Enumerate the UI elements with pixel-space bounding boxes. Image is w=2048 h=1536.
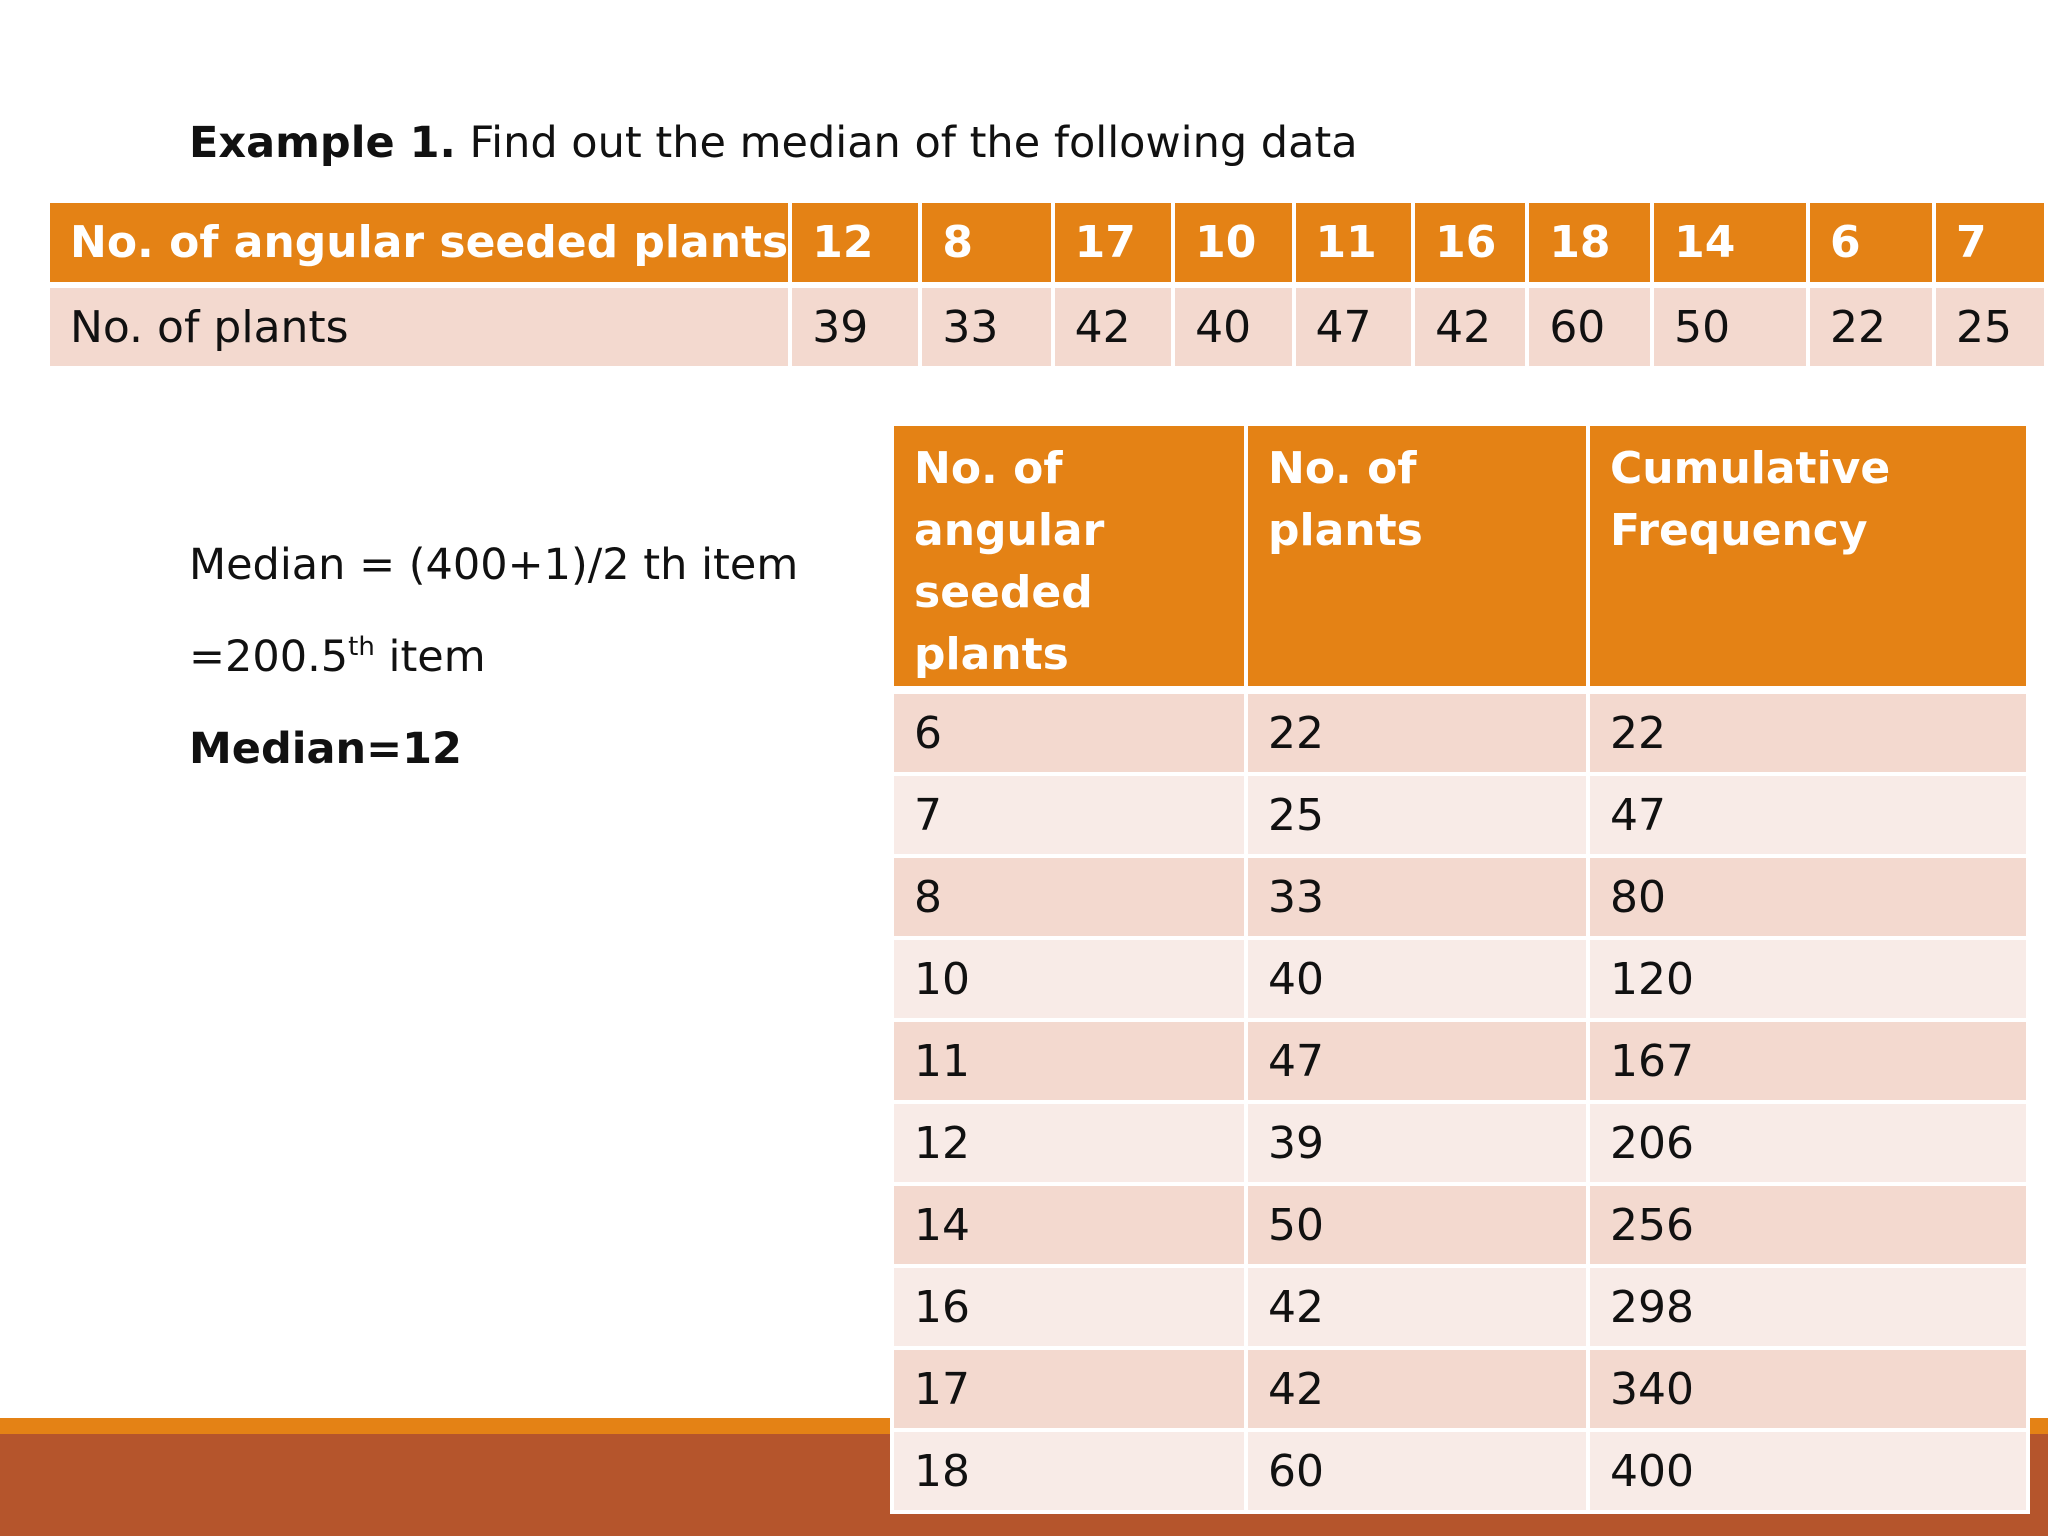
example-heading: Example 1. Find out the median of the fo…	[189, 118, 1358, 168]
table-row: 14 50 256	[894, 1186, 2026, 1264]
table-cell: 206	[1590, 1104, 2026, 1182]
table-cell: 17	[894, 1350, 1244, 1428]
table-row: 16 42 298	[894, 1268, 2026, 1346]
table-cell: 298	[1590, 1268, 2026, 1346]
table-cell: 400	[1590, 1432, 2026, 1510]
table-cell: 6	[1810, 203, 1933, 288]
table-cell: 22	[1590, 690, 2026, 772]
table-row: 12 39 206	[894, 1104, 2026, 1182]
column-header: Cumulative Frequency	[1590, 426, 2026, 686]
table-cell: 33	[1248, 858, 1586, 936]
table-row: 18 60 400	[894, 1432, 2026, 1510]
table-cell: 50	[1654, 288, 1807, 366]
table-cell: 42	[1248, 1350, 1586, 1428]
table-cell: 47	[1295, 288, 1412, 366]
table-cell: 11	[1295, 203, 1412, 288]
table-cell: 10	[894, 940, 1244, 1018]
raw-data-table: No. of angular seeded plants 12 8 17 10 …	[46, 203, 2048, 366]
column-header: No. of angular seeded plants	[894, 426, 1244, 686]
example-question: Find out the median of the following dat…	[455, 118, 1358, 168]
table-cell: 40	[1175, 288, 1292, 366]
table-cell: 60	[1248, 1432, 1586, 1510]
table-cell: 18	[894, 1432, 1244, 1510]
table-cell: 47	[1248, 1022, 1586, 1100]
table-cell: 42	[1415, 288, 1526, 366]
table-cell: 14	[894, 1186, 1244, 1264]
table-cell: 39	[1248, 1104, 1586, 1182]
table-row: 6 22 22	[894, 690, 2026, 772]
table-cell: 11	[894, 1022, 1244, 1100]
table-cell: 25	[1936, 288, 2044, 366]
median-position: =200.5th item	[189, 632, 486, 682]
table-cell: 60	[1529, 288, 1651, 366]
table-cell: 12	[792, 203, 919, 288]
table-cell: 39	[792, 288, 919, 366]
table-cell: 14	[1654, 203, 1807, 288]
table-cell: 42	[1054, 288, 1172, 366]
table-cell: 33	[922, 288, 1051, 366]
median-position-unit: item	[374, 632, 486, 682]
table-cell: 6	[894, 690, 1244, 772]
table-header-row: No. of angular seeded plants No. of plan…	[894, 426, 2026, 686]
table-cell: 80	[1590, 858, 2026, 936]
example-number: Example 1.	[189, 118, 456, 168]
table-cell: 256	[1590, 1186, 2026, 1264]
median-position-value: =200.5	[189, 632, 349, 682]
table-cell: 8	[922, 203, 1051, 288]
table-row: 8 33 80	[894, 858, 2026, 936]
table-cell: 16	[894, 1268, 1244, 1346]
table-row: 11 47 167	[894, 1022, 2026, 1100]
table-cell: 42	[1248, 1268, 1586, 1346]
table-cell: 16	[1415, 203, 1526, 288]
table-cell: 18	[1529, 203, 1651, 288]
table-cell: 40	[1248, 940, 1586, 1018]
table-cell: 167	[1590, 1022, 2026, 1100]
table-cell: 7	[894, 776, 1244, 854]
table-cell: 10	[1175, 203, 1292, 288]
table-cell: 340	[1590, 1350, 2026, 1428]
table-cell: 7	[1936, 203, 2044, 288]
table-row: 17 42 340	[894, 1350, 2026, 1428]
ordinal-suffix: th	[348, 632, 375, 662]
table-cell: 12	[894, 1104, 1244, 1182]
table-cell: 22	[1810, 288, 1933, 366]
table-cell: 120	[1590, 940, 2026, 1018]
table-row: 7 25 47	[894, 776, 2026, 854]
table-row: 10 40 120	[894, 940, 2026, 1018]
row-label: No. of plants	[50, 288, 789, 366]
median-result: Median=12	[189, 724, 462, 774]
table-cell: 17	[1054, 203, 1172, 288]
table-cell: 22	[1248, 690, 1586, 772]
plants-row: No. of plants 39 33 42 40 47 42 60 50 22…	[50, 288, 2044, 366]
table-cell: 8	[894, 858, 1244, 936]
table-cell: 25	[1248, 776, 1586, 854]
table-cell: 50	[1248, 1186, 1586, 1264]
angular-seeded-row: No. of angular seeded plants 12 8 17 10 …	[50, 203, 2044, 288]
row-label: No. of angular seeded plants	[50, 203, 789, 288]
column-header: No. of plants	[1248, 426, 1586, 686]
table-cell: 47	[1590, 776, 2026, 854]
cumulative-frequency-table: No. of angular seeded plants No. of plan…	[890, 422, 2030, 1514]
median-formula: Median = (400+1)/2 th item	[189, 540, 799, 590]
